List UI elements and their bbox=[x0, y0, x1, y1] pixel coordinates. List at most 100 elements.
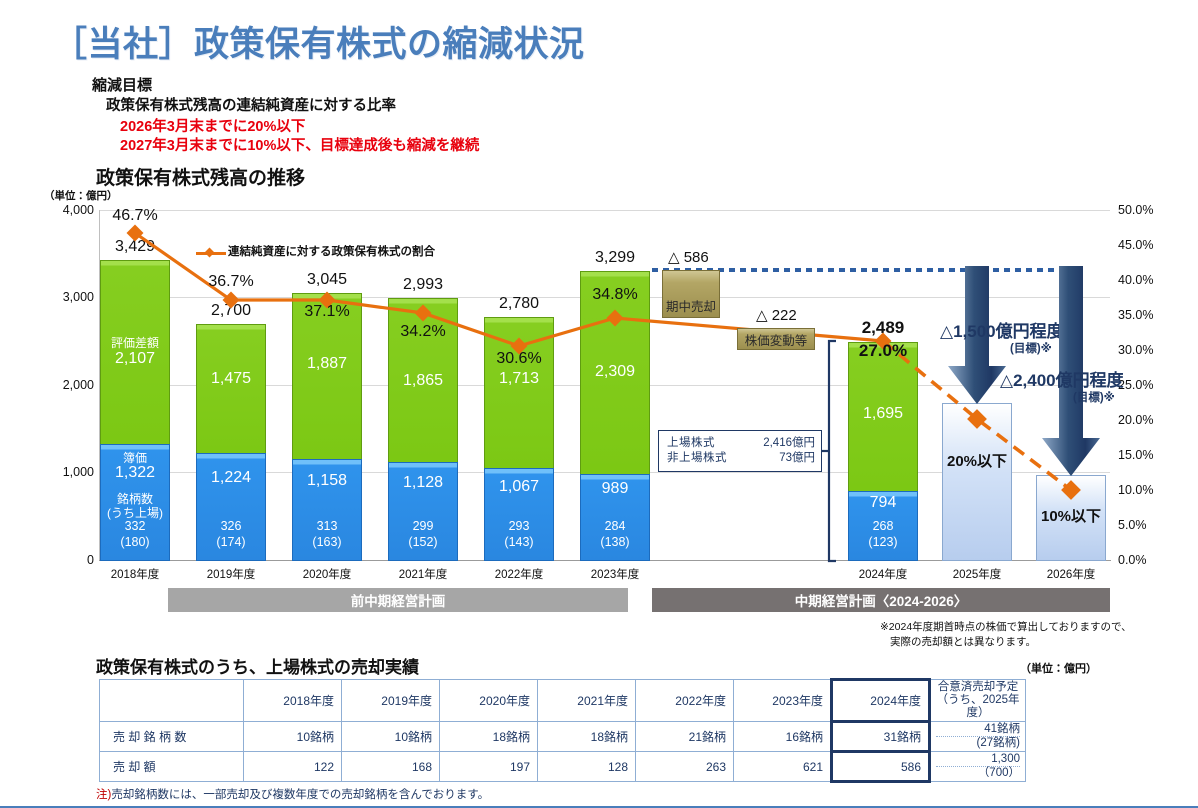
callout-label-sale: 期中売却 bbox=[665, 300, 716, 314]
x-label-2026: 2026年度 bbox=[1046, 569, 1096, 581]
y2-tick-25: 25.0% bbox=[1118, 378, 1154, 392]
bar-2025-plan bbox=[942, 403, 1012, 561]
bar-valuation-2020: 1,887 bbox=[306, 355, 348, 372]
ratio-label-2024: 27.0% bbox=[858, 341, 908, 360]
goal-subheading: 政策保有株式残高の連結純資産に対する比率 bbox=[106, 98, 396, 114]
target-sub-2026: (目標)※ bbox=[1073, 392, 1115, 404]
bar-2021-book bbox=[388, 462, 458, 561]
ratio-label-2023: 34.8% bbox=[592, 286, 638, 303]
plan-text-2026: 10%以下 bbox=[1040, 508, 1102, 525]
row-label-amount-text: 売 却 額 bbox=[113, 760, 156, 774]
bar-valuation-2022: 1,713 bbox=[498, 370, 540, 387]
callout-label-price: 株価変動等 bbox=[744, 334, 808, 348]
cell-count-2018: 10銘柄 bbox=[243, 721, 342, 752]
row-label-count-text: 売 却 銘 柄 数 bbox=[113, 730, 187, 744]
cell-count-agreed-line2: (27銘柄) bbox=[976, 737, 1020, 749]
bar-book-2022: 1,067 bbox=[498, 478, 540, 495]
row-label-count: 売 却 銘 柄 数 bbox=[99, 721, 244, 752]
chart-footnote-line1: ※2024年度期首時点の株価で算出しておりますので、 bbox=[880, 621, 1132, 633]
infobox-label-unlisted: 非上場株式 bbox=[667, 452, 727, 464]
table-unit-label: （単位：億円） bbox=[1020, 663, 1097, 675]
cell-amount-2020: 197 bbox=[439, 751, 538, 782]
bar-total-2022: 2,780 bbox=[498, 295, 540, 312]
cell-amount-2024: 586 bbox=[830, 750, 931, 783]
y2-tick-20: 20.0% bbox=[1118, 413, 1154, 427]
x-label-2018: 2018年度 bbox=[110, 569, 160, 581]
bar-valuation-2024: 1,695 bbox=[862, 405, 904, 422]
th-2021: 2021年度 bbox=[537, 679, 636, 722]
band-previous-plan: 前中期経営計画 bbox=[168, 588, 628, 612]
th-agreed-sale-line1: 合意済売却予定 bbox=[937, 681, 1019, 693]
bar-2019-book bbox=[196, 453, 266, 561]
cell-count-agreed-line1: 41銘柄 bbox=[936, 723, 1020, 737]
x-label-2021: 2021年度 bbox=[398, 569, 448, 581]
y-axis-line bbox=[99, 210, 100, 561]
ratio-label-2022: 30.6% bbox=[496, 350, 542, 367]
footnote-text: 売却銘柄数には、一部売却及び複数年度での売却銘柄を含んでおります。 bbox=[111, 789, 490, 801]
cell-count-2021: 18銘柄 bbox=[537, 721, 636, 752]
bar-book-2023: 989 bbox=[601, 480, 629, 497]
brand-count-2021: 299 bbox=[412, 519, 434, 533]
plan-text-2025: 20%以下 bbox=[946, 453, 1008, 470]
brand-count-2020: 313 bbox=[316, 519, 338, 533]
brand-count-2018: 332 bbox=[124, 519, 146, 533]
table-header-row: 2018年度 2019年度 2020年度 2021年度 2022年度 2023年… bbox=[99, 678, 1026, 723]
cell-amount-agreed-line1: 1,300 bbox=[936, 753, 1020, 767]
y2-tick-5: 5.0% bbox=[1118, 518, 1147, 532]
x-label-2024: 2024年度 bbox=[858, 569, 908, 581]
cell-amount-2019: 168 bbox=[341, 751, 440, 782]
table-title: 政策保有株式のうち、上場株式の売却実績 bbox=[96, 658, 419, 677]
brand-listed-2019: (174) bbox=[216, 535, 246, 549]
bar-2022-valuation bbox=[484, 317, 554, 469]
ratio-label-2021: 34.2% bbox=[400, 323, 446, 340]
cell-amount-2021: 128 bbox=[537, 751, 636, 782]
band-current-plan: 中期経営計画〈2024-2026〉 bbox=[652, 588, 1110, 612]
th-2023: 2023年度 bbox=[733, 679, 832, 722]
footnote-marker: 注) bbox=[96, 789, 112, 801]
brand-count-2022: 293 bbox=[508, 519, 530, 533]
cell-count-agreed: 41銘柄 (27銘柄) bbox=[929, 721, 1026, 752]
brand-count-2019: 326 bbox=[220, 519, 242, 533]
x-label-2019: 2019年度 bbox=[206, 569, 256, 581]
x-label-2025: 2025年度 bbox=[952, 569, 1002, 581]
cell-count-2022: 21銘柄 bbox=[635, 721, 734, 752]
cell-amount-2022: 263 bbox=[635, 751, 734, 782]
bar-valuation-2023: 2,309 bbox=[594, 363, 636, 380]
infobox-value-unlisted: 73億円 bbox=[779, 452, 815, 464]
cell-count-2020: 18銘柄 bbox=[439, 721, 538, 752]
page-title: ［当社］政策保有株式の縮減状況 bbox=[52, 25, 585, 64]
table-footnote: 注)売却銘柄数には、一部売却及び複数年度での売却銘柄を含んでおります。 bbox=[96, 786, 489, 802]
y2-tick-15: 15.0% bbox=[1118, 448, 1154, 462]
th-agreed-sale: 合意済売却予定 （うち、2025年度） bbox=[929, 679, 1026, 722]
sales-results-table: 2018年度 2019年度 2020年度 2021年度 2022年度 2023年… bbox=[99, 678, 1026, 783]
callout-value-price: △ 222 bbox=[756, 307, 797, 324]
chart-footnote-line2: 実際の売却額とは異なります。 bbox=[890, 636, 1036, 648]
brand-listed-2018: (180) bbox=[120, 535, 150, 549]
cell-count-2019: 10銘柄 bbox=[341, 721, 440, 752]
target-arrow-2026 bbox=[1042, 266, 1100, 476]
target-label-2025: △1,500億円程度 bbox=[940, 322, 1064, 341]
bar-2018-book bbox=[100, 444, 170, 561]
legend-label: 連結純資産に対する政策保有株式の割合 bbox=[228, 246, 435, 258]
callout-box-sale: 期中売却 bbox=[662, 270, 720, 318]
bar-2020-book bbox=[292, 459, 362, 561]
infobox-value-listed: 2,416億円 bbox=[763, 437, 815, 449]
cell-amount-agreed-line2: （700） bbox=[977, 767, 1020, 779]
chart-unit-label: （単位：億円） bbox=[44, 190, 118, 202]
bar-valuation-2021: 1,865 bbox=[402, 372, 444, 389]
ratio-label-2019: 36.7% bbox=[208, 273, 254, 290]
bar-valuation-2019: 1,475 bbox=[210, 370, 252, 387]
chart-footnote: ※2024年度期首時点の株価で算出しておりますので、 実際の売却額とは異なります… bbox=[880, 620, 1132, 650]
bar-total-2023: 3,299 bbox=[594, 249, 636, 266]
infobox-label-listed: 上場株式 bbox=[667, 437, 715, 449]
th-2022: 2022年度 bbox=[635, 679, 734, 722]
bar-total-2019: 2,700 bbox=[210, 302, 252, 319]
x-label-2022: 2022年度 bbox=[494, 569, 544, 581]
x-label-2023: 2023年度 bbox=[590, 569, 640, 581]
x-label-2020: 2020年度 bbox=[302, 569, 352, 581]
seg-caption-valuation: 評価差額 bbox=[110, 336, 159, 350]
y2-tick-30: 30.0% bbox=[1118, 343, 1154, 357]
th-2020: 2020年度 bbox=[439, 679, 538, 722]
bar-book-2024: 794 bbox=[869, 494, 897, 511]
target-label-2026: △2,400億円程度 bbox=[1000, 371, 1124, 390]
